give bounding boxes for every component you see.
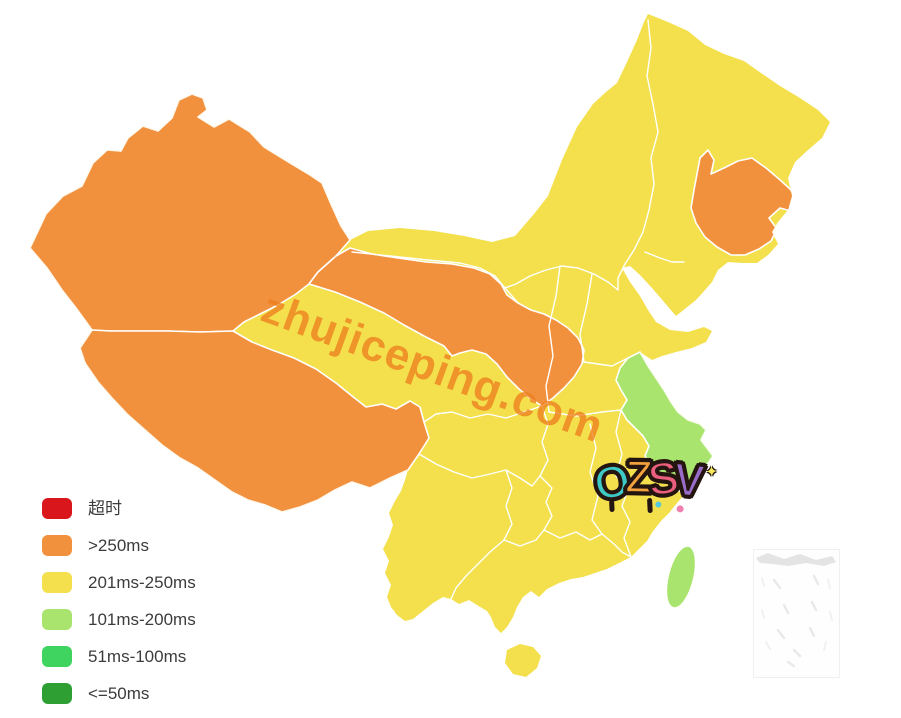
legend-item-201-250ms[interactable]: 201ms-250ms [42, 571, 196, 593]
legend-swatch [42, 497, 72, 519]
legend-swatch [42, 571, 72, 593]
south-china-sea-inset [753, 549, 840, 678]
sparkle-icon: ✦ [704, 463, 719, 482]
province-borders [351, 19, 685, 600]
legend-swatch [42, 682, 72, 704]
region-taiwan[interactable] [662, 544, 700, 610]
legend-item-101-200ms[interactable]: 101ms-200ms [42, 608, 196, 630]
legend-swatch [42, 608, 72, 630]
legend-label: 201ms-250ms [88, 572, 196, 592]
legend-label: 51ms-100ms [88, 646, 187, 666]
legend-item-le50ms[interactable]: <=50ms [42, 682, 196, 704]
inset-islands [772, 574, 820, 668]
legend-swatch [42, 534, 72, 556]
paint-drip [609, 499, 615, 513]
legend-swatch [42, 645, 72, 667]
latency-legend: 超时 >250ms 201ms-250ms 101ms-200ms 51ms-1… [42, 497, 196, 704]
legend-item-51-100ms[interactable]: 51ms-100ms [42, 645, 196, 667]
region-hainan[interactable] [505, 644, 541, 677]
legend-item-timeout[interactable]: 超时 [42, 497, 196, 519]
legend-label: >250ms [88, 535, 149, 555]
legend-item-gt250ms[interactable]: >250ms [42, 534, 196, 556]
legend-label: 101ms-200ms [88, 609, 196, 629]
inset-coastline [756, 553, 836, 566]
region-gansu[interactable] [308, 247, 585, 407]
legend-label: <=50ms [88, 683, 150, 703]
logo-letter: V [669, 451, 707, 508]
brand-logo: OZSV ✦ [589, 449, 718, 514]
legend-label: 超时 [88, 498, 122, 518]
region-jilin[interactable] [690, 149, 798, 256]
inset-dash-line [761, 577, 833, 651]
paint-drip [646, 497, 653, 514]
region-tibet[interactable] [79, 329, 430, 513]
